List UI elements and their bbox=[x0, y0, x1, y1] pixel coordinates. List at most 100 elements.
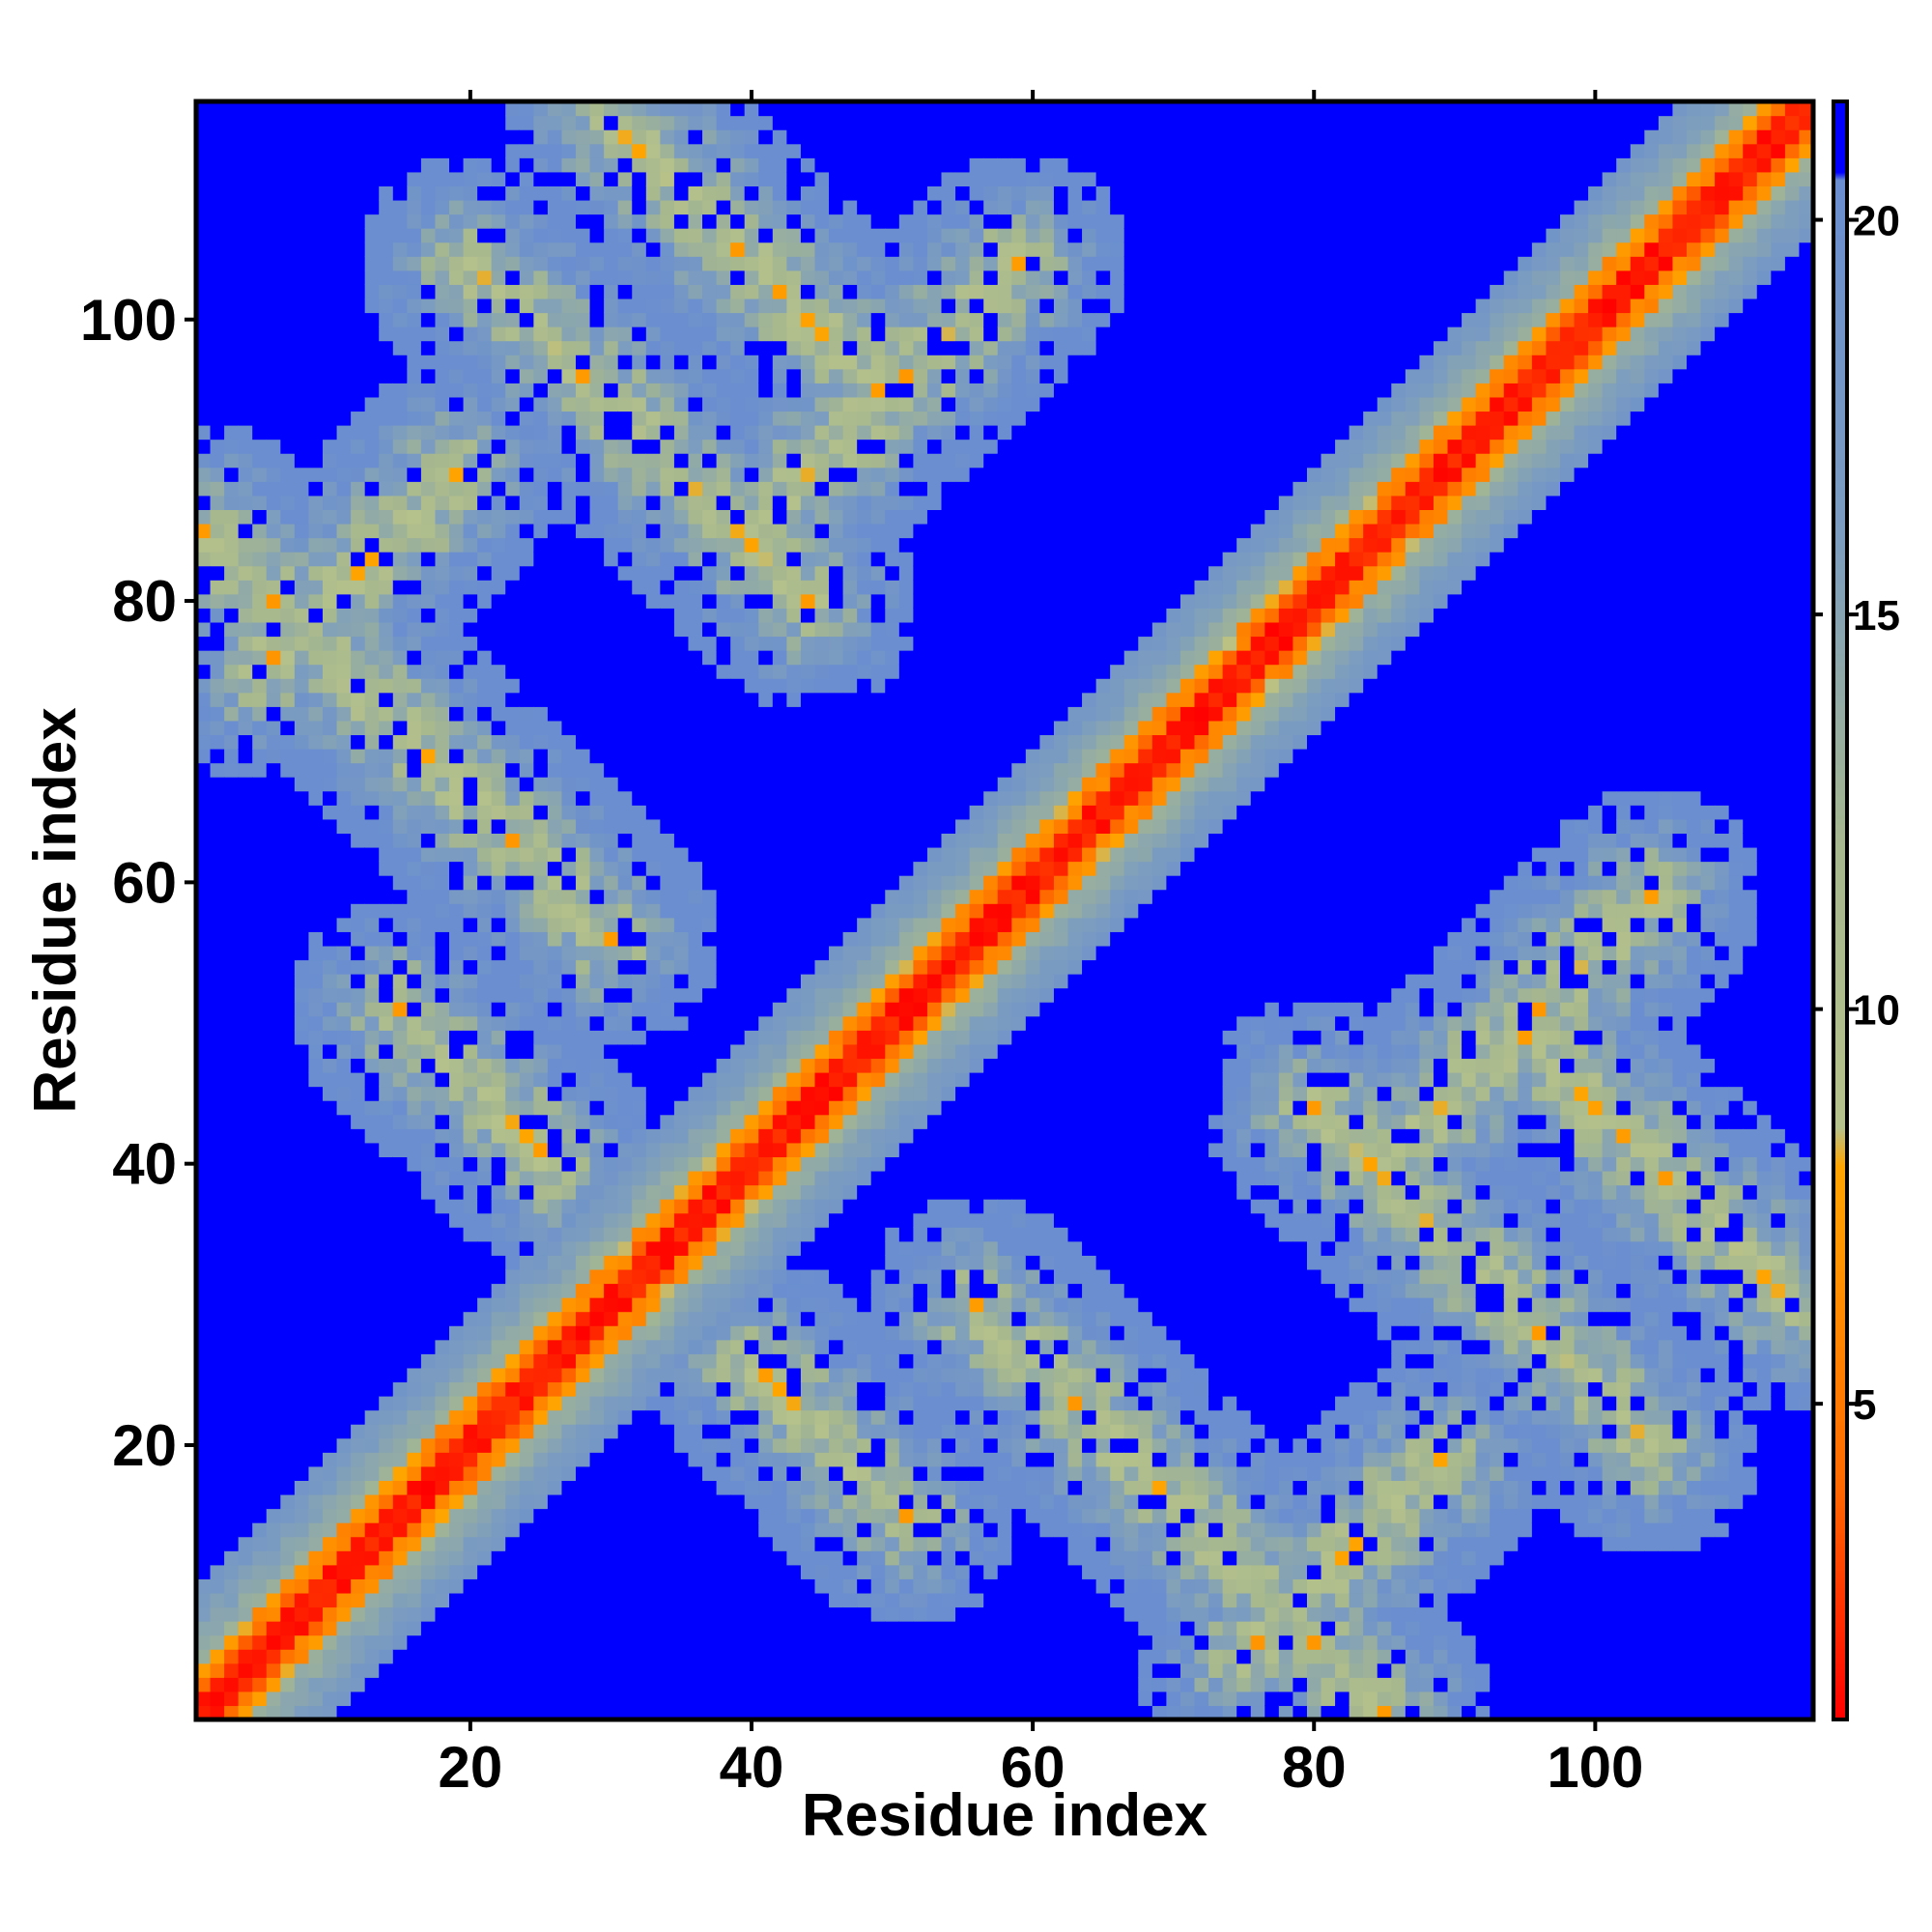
heatmap-cell bbox=[420, 157, 437, 173]
heatmap-cell bbox=[491, 664, 506, 679]
heatmap-cell bbox=[589, 1015, 605, 1031]
heatmap-cell bbox=[632, 185, 647, 201]
heatmap-cell bbox=[589, 861, 605, 876]
heatmap-cell bbox=[561, 355, 577, 370]
heatmap-cell bbox=[280, 284, 296, 299]
heatmap-cell bbox=[435, 552, 450, 567]
heatmap-cell bbox=[589, 327, 605, 342]
heatmap-cell bbox=[435, 593, 450, 609]
heatmap-cell bbox=[561, 1255, 577, 1270]
heatmap-cell bbox=[617, 650, 633, 666]
heatmap-cell bbox=[323, 537, 338, 553]
heatmap-cell bbox=[224, 1493, 240, 1510]
heatmap-cell bbox=[308, 1058, 324, 1073]
heatmap-cell bbox=[547, 1353, 563, 1369]
heatmap-cell bbox=[294, 425, 310, 440]
heatmap-cell bbox=[420, 411, 437, 426]
heatmap-cell bbox=[688, 734, 703, 750]
heatmap-cell bbox=[660, 396, 675, 412]
heatmap-cell bbox=[604, 270, 619, 285]
heatmap-cell bbox=[673, 1170, 690, 1186]
heatmap-cell bbox=[435, 678, 450, 694]
heatmap-cell bbox=[589, 396, 605, 412]
heatmap-cell bbox=[786, 945, 802, 961]
heatmap-cell bbox=[238, 861, 253, 876]
heatmap-cell bbox=[420, 467, 437, 482]
heatmap-cell bbox=[252, 439, 268, 454]
heatmap-cell bbox=[576, 1128, 591, 1144]
heatmap-cell bbox=[294, 1367, 310, 1383]
heatmap-cell bbox=[786, 1480, 802, 1495]
heatmap-cell bbox=[351, 593, 366, 609]
heatmap-cell bbox=[252, 242, 268, 257]
heatmap-cell bbox=[758, 777, 774, 792]
heatmap-cell bbox=[561, 1227, 577, 1242]
heatmap-cell bbox=[280, 917, 296, 932]
heatmap-cell bbox=[589, 1002, 605, 1017]
heatmap-cell bbox=[673, 270, 690, 285]
heatmap-cell bbox=[224, 1043, 240, 1060]
heatmap-cell bbox=[407, 143, 422, 158]
heatmap-cell bbox=[252, 917, 268, 932]
heatmap-cell bbox=[744, 1199, 759, 1214]
heatmap-cell bbox=[294, 1072, 310, 1088]
heatmap-cell bbox=[463, 1043, 478, 1060]
heatmap-cell bbox=[561, 213, 577, 229]
heatmap-cell bbox=[505, 327, 521, 342]
heatmap-cell bbox=[617, 1550, 633, 1566]
heatmap-cell bbox=[210, 1690, 225, 1707]
heatmap-cell bbox=[435, 917, 450, 932]
heatmap-cell bbox=[336, 213, 352, 229]
heatmap-cell bbox=[435, 1424, 450, 1439]
heatmap-cell bbox=[336, 1480, 352, 1495]
heatmap-cell bbox=[435, 1465, 450, 1481]
heatmap-cell bbox=[477, 228, 493, 243]
heatmap-cell bbox=[238, 115, 253, 130]
heatmap-cell bbox=[379, 749, 394, 764]
heatmap-cell bbox=[252, 101, 268, 117]
heatmap-cell bbox=[379, 692, 394, 707]
heatmap-cell bbox=[323, 650, 338, 666]
heatmap-cell bbox=[772, 1550, 787, 1566]
heatmap-cell bbox=[449, 734, 465, 750]
heatmap-cell bbox=[336, 903, 352, 919]
heatmap-cell bbox=[252, 608, 268, 623]
heatmap-cell bbox=[238, 1184, 253, 1200]
heatmap-cell bbox=[294, 1621, 310, 1636]
heatmap-cell bbox=[210, 621, 225, 638]
heatmap-cell bbox=[196, 143, 212, 158]
heatmap-cell bbox=[632, 1015, 647, 1031]
heatmap-cell bbox=[364, 1142, 380, 1157]
heatmap-cell bbox=[505, 917, 521, 932]
heatmap-cell bbox=[252, 720, 268, 736]
heatmap-cell bbox=[336, 1522, 352, 1538]
heatmap-cell bbox=[576, 1015, 591, 1031]
heatmap-cell bbox=[351, 636, 366, 651]
heatmap-cell bbox=[617, 439, 633, 454]
heatmap-cell bbox=[323, 312, 338, 327]
heatmap-cell bbox=[519, 805, 534, 820]
heatmap-cell bbox=[561, 242, 577, 257]
heatmap-cell bbox=[392, 552, 408, 567]
heatmap-cell bbox=[786, 340, 802, 355]
heatmap-cell bbox=[660, 833, 675, 848]
heatmap-cell bbox=[323, 129, 338, 145]
heatmap-cell bbox=[210, 523, 225, 539]
heatmap-cell bbox=[561, 1592, 577, 1608]
heatmap-cell bbox=[786, 425, 802, 440]
heatmap-cell bbox=[786, 383, 802, 398]
heatmap-cell bbox=[477, 1508, 493, 1523]
heatmap-cell bbox=[463, 355, 478, 370]
heatmap-cell bbox=[210, 749, 225, 764]
heatmap-cell bbox=[420, 242, 437, 257]
heatmap-cell bbox=[688, 818, 703, 834]
heatmap-cell bbox=[210, 1072, 225, 1088]
heatmap-cell bbox=[576, 1227, 591, 1242]
heatmap-cell bbox=[463, 706, 478, 722]
heatmap-cell bbox=[463, 1550, 478, 1566]
heatmap-cell bbox=[604, 1550, 619, 1566]
heatmap-cell bbox=[392, 1536, 408, 1551]
heatmap-cell bbox=[210, 1212, 225, 1228]
heatmap-cell bbox=[308, 1325, 324, 1341]
heatmap-cell bbox=[645, 664, 661, 679]
